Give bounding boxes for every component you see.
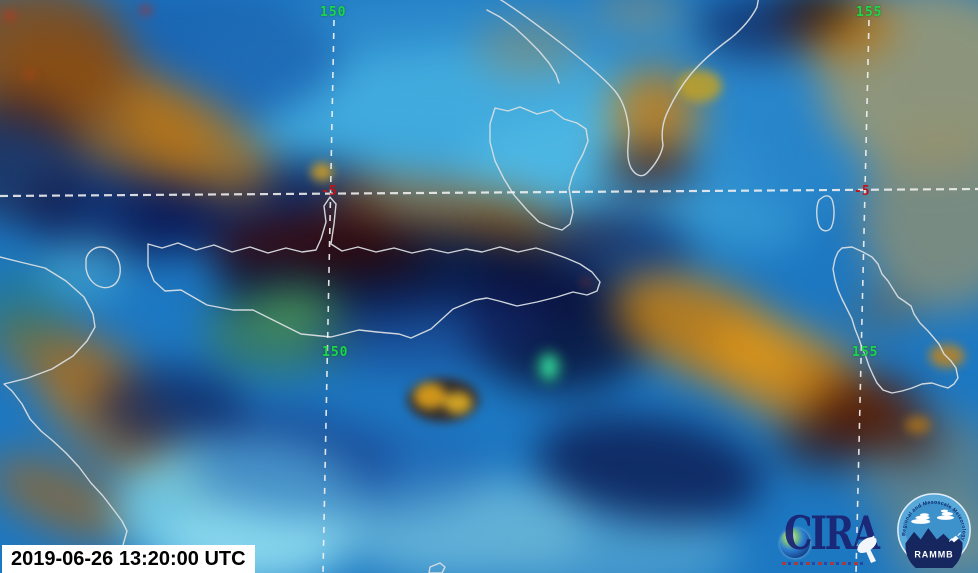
coastline-bougainville [832,246,959,394]
coastline-new-britain [147,196,601,339]
lat-label-5s-right: -5 [854,184,870,199]
cira-tagline-strip [782,562,864,565]
gridline-parallel-5s [0,187,978,198]
timestamp-label: 2019-06-26 13:20:00 UTC [2,545,255,573]
satellite-icon [948,532,961,543]
cloud-glyphs [911,509,954,524]
mountain-silhouette [905,528,963,573]
lon-label-155-top: 155 [856,5,883,20]
cloud-field-detail [4,6,965,434]
lat-label-5s-left: -5 [321,184,337,199]
cira-logo: CIRA [778,506,890,570]
rammb-logo-text: RAMMB [914,550,953,560]
rammb-logo: Regional and Mesoscale Meteorology Branc… [894,488,972,573]
lon-label-150-top: 150 [320,5,347,20]
lon-label-155-mid: 155 [852,345,879,360]
satellite-dish-icon [857,535,877,563]
gridline-meridian-155 [855,19,870,573]
coastline-small-island-south [428,562,446,573]
coastline-new-ireland [499,0,759,177]
coastline-umboi-island [85,246,121,289]
coastline-new-ireland-west-spur [486,9,560,84]
cira-earth-globe-icon [780,528,810,558]
coastline-buka-island [816,195,835,232]
coastline-new-hanover [489,106,589,231]
gridline-meridian-150 [322,19,335,573]
coastline-png-mainland [0,256,128,573]
lon-label-150-mid: 150 [322,345,349,360]
